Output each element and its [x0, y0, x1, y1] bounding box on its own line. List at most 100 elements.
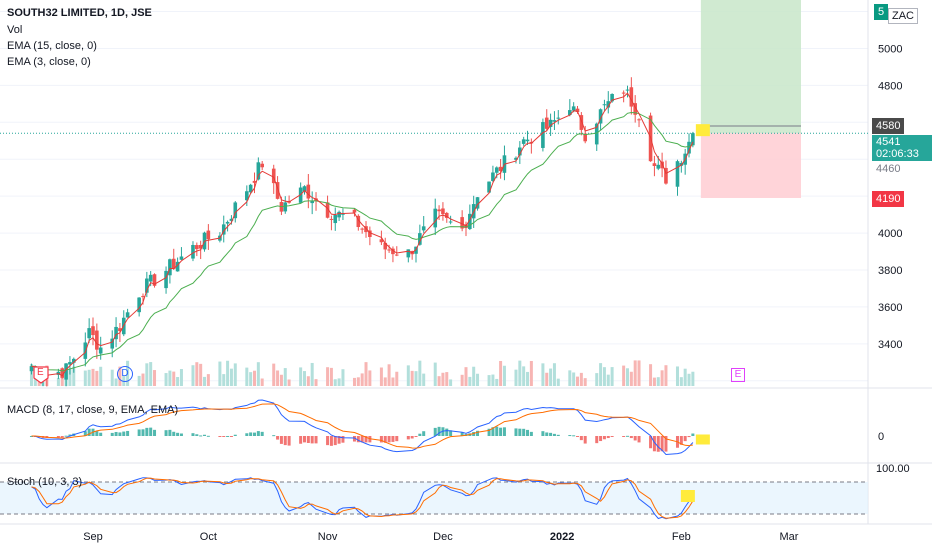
volume-bar: [60, 375, 64, 386]
dividend-marker[interactable]: D: [117, 366, 133, 382]
volume-bar: [576, 376, 580, 386]
stoch-band: [0, 482, 868, 514]
macd-histogram-bar: [299, 436, 303, 444]
macd-histogram-bar: [556, 434, 560, 436]
candle-body: [141, 296, 145, 298]
macd-histogram-bar: [379, 436, 383, 443]
volume-bar: [552, 363, 556, 386]
macd-histogram-bar: [414, 436, 418, 437]
candle-body: [87, 328, 91, 339]
candle-body: [356, 215, 361, 228]
macd-histogram-bar: [206, 435, 210, 437]
price-tick-label: 4800: [878, 80, 902, 92]
earnings-marker[interactable]: E: [33, 366, 49, 384]
volume-bar: [352, 377, 356, 386]
macd-histogram-bar: [595, 436, 599, 444]
macd-histogram-bar: [249, 432, 253, 436]
macd-histogram-bar: [687, 436, 691, 438]
macd-histogram-bar: [314, 436, 318, 444]
candle-body: [541, 122, 545, 148]
legend-stoch[interactable]: Stoch (10, 3, 3): [7, 476, 83, 488]
candle-body: [110, 338, 115, 349]
macd-histogram-bar: [256, 431, 260, 436]
candle-body: [494, 167, 499, 173]
earnings-marker-upcoming[interactable]: E: [731, 368, 745, 382]
volume-bar: [468, 376, 472, 386]
compare-symbol-badge[interactable]: ZAC: [888, 8, 918, 24]
volume-bar: [622, 365, 626, 386]
candle-body: [514, 157, 518, 160]
macd-histogram-bar: [549, 432, 553, 436]
candle-body: [406, 249, 411, 258]
volume-bar: [379, 367, 383, 386]
volume-bar: [602, 367, 606, 386]
volume-bar: [253, 370, 257, 386]
macd-histogram-bar: [660, 436, 664, 452]
volume-bar: [276, 370, 280, 386]
macd-histogram-bar: [633, 436, 637, 441]
macd-pane: [29, 399, 710, 456]
price-tick-label: 5000: [878, 43, 902, 55]
volume-bar: [683, 368, 687, 386]
volume-bar: [545, 372, 549, 386]
macd-histogram-bar: [422, 431, 426, 436]
volume-bar: [406, 365, 410, 386]
volume-bar: [675, 366, 679, 386]
ema15-line: [31, 111, 694, 372]
legend-vol[interactable]: Vol: [7, 24, 23, 36]
volume-bar: [337, 378, 341, 386]
candle-body: [691, 133, 695, 146]
volume-bar: [583, 378, 587, 386]
macd-histogram-bar: [637, 436, 641, 443]
volume-bar: [195, 362, 199, 386]
candle-body: [333, 215, 338, 224]
candle-body: [621, 92, 626, 94]
candle-body: [148, 274, 153, 282]
candle-body: [137, 297, 141, 313]
legend-macd[interactable]: MACD (8, 17, close, 9, EMA, EMA): [7, 404, 179, 416]
volume-bar: [360, 373, 364, 386]
candle-body: [579, 115, 584, 130]
candles: [29, 77, 695, 387]
macd-histogram-bar: [656, 436, 660, 452]
time-tick-label: Dec: [433, 531, 453, 543]
volume-bar: [283, 368, 287, 386]
legend-ema3[interactable]: EMA (3, close, 0): [7, 56, 91, 68]
macd-histogram-bar: [514, 428, 518, 436]
candle-body: [91, 326, 95, 336]
candle-body: [325, 202, 330, 218]
macd-histogram-bar: [529, 431, 533, 436]
candle-body: [179, 256, 184, 260]
macd-histogram-bar: [191, 433, 195, 436]
profit-zone: [700, 0, 801, 134]
candle-body: [145, 278, 149, 293]
volume-bar: [391, 377, 395, 386]
macd-histogram-bar: [445, 428, 449, 436]
candle-body: [575, 108, 580, 113]
volume-bar: [445, 372, 449, 386]
volume-bar: [256, 362, 260, 386]
candle-body: [525, 139, 530, 142]
volume-bar: [226, 360, 230, 386]
target-price-tag: 4580: [872, 118, 905, 134]
macd-histogram-bar: [283, 436, 287, 446]
macd-histogram-bar: [683, 436, 687, 442]
macd-histogram-bar: [56, 436, 60, 438]
macd-histogram-bar: [541, 431, 545, 436]
macd-histogram-bar: [487, 428, 491, 436]
ema3-line: [31, 92, 694, 377]
candle-body: [95, 330, 99, 350]
macd-histogram-bar: [625, 435, 629, 437]
volume-bar: [191, 365, 195, 386]
stoch-d-line: [31, 477, 694, 519]
macd-histogram-bar: [583, 436, 587, 444]
macd-histogram-bar: [364, 436, 368, 443]
signal-line: [31, 403, 693, 449]
macd-histogram-bar: [410, 436, 414, 439]
current-price: 4541: [876, 136, 901, 148]
volume-bar: [333, 379, 337, 386]
legend-ema15[interactable]: EMA (15, close, 0): [7, 40, 97, 52]
candle-body: [568, 110, 572, 115]
macd-histogram-bar: [179, 433, 183, 436]
